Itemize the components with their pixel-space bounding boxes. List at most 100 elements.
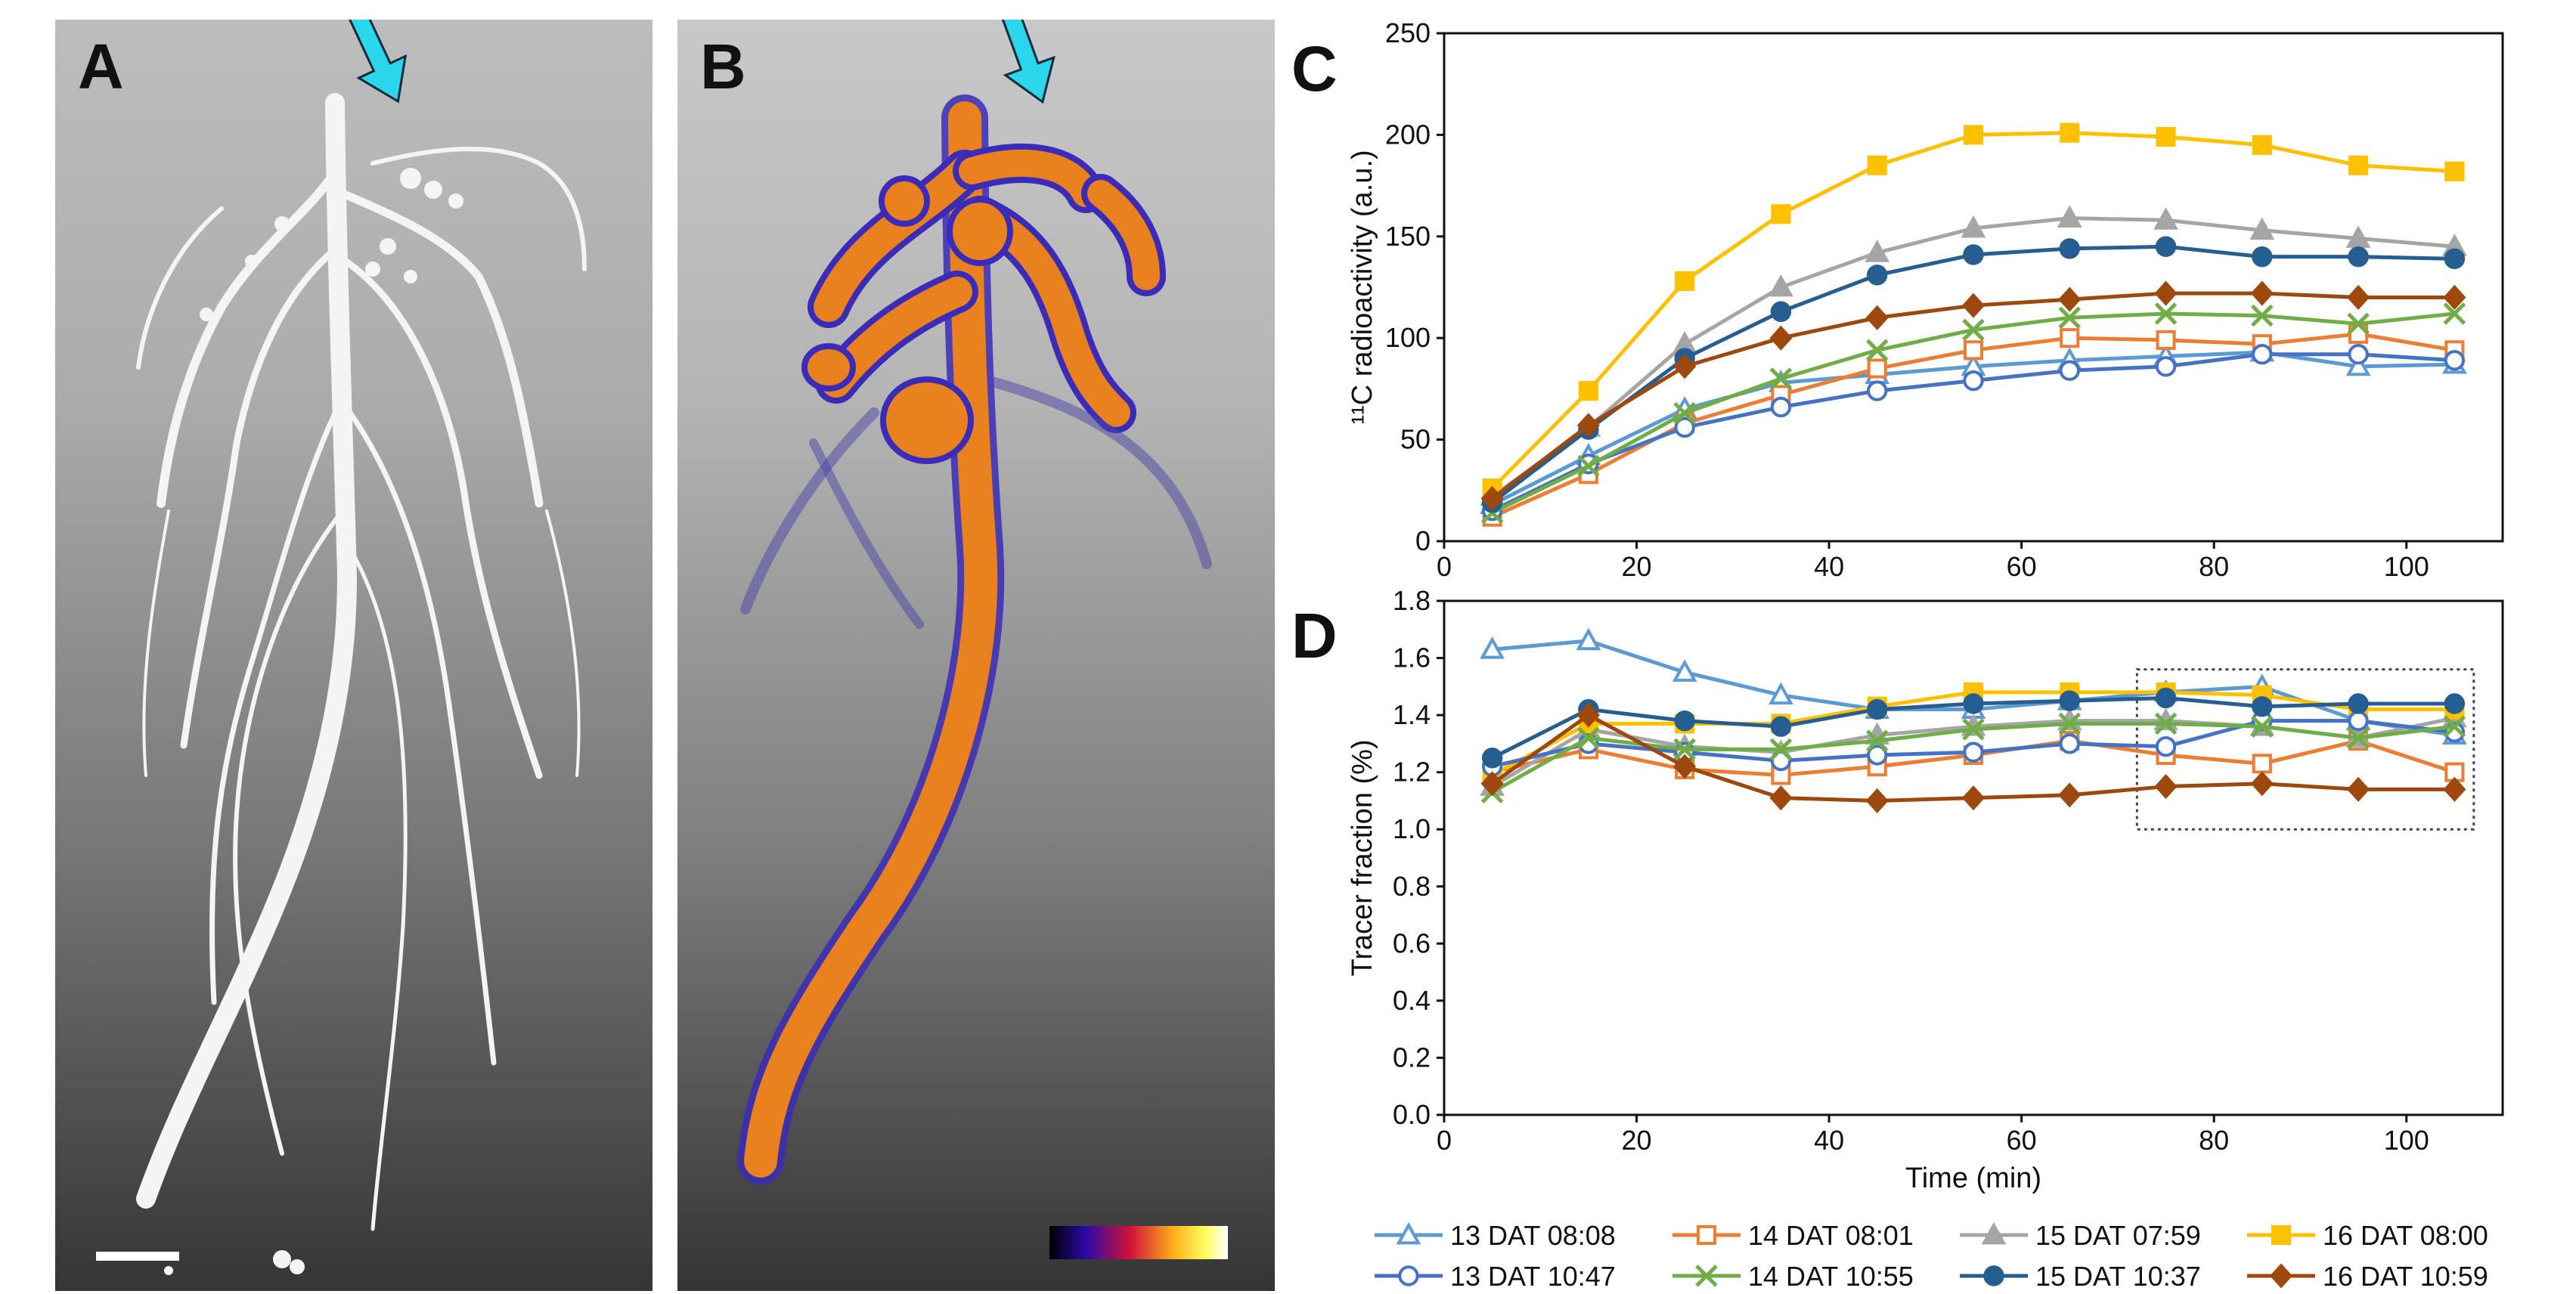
data-point — [2348, 693, 2369, 714]
legend-label: 13 DAT 08:08 — [1450, 1220, 1616, 1251]
x-tick-label: 100 — [2384, 1125, 2429, 1156]
data-point — [2250, 771, 2274, 797]
data-point — [1769, 367, 1793, 390]
data-point — [1769, 738, 1793, 761]
legend-marker — [1983, 1265, 2004, 1286]
legend-marker — [1695, 1265, 1718, 1287]
data-point — [1770, 716, 1792, 737]
panel-a-image: A — [55, 20, 653, 1291]
legend-entry: 16 DAT 10:59 — [2247, 1261, 2488, 1292]
data-point — [1672, 659, 1697, 682]
color-scale-bar — [1049, 1226, 1228, 1259]
x-tick-label: 20 — [1622, 551, 1652, 582]
legend-label: 14 DAT 10:55 — [1748, 1261, 1914, 1292]
data-point — [1865, 729, 1889, 752]
scale-bar — [96, 1252, 179, 1261]
data-point — [1768, 682, 1793, 705]
legend-entry: 14 DAT 10:55 — [1672, 1261, 1914, 1292]
arrow-icon — [346, 20, 408, 104]
data-point — [2348, 710, 2369, 732]
data-point — [2347, 284, 2370, 310]
y-axis-label: ¹¹C radioactivity (a.u.) — [1347, 150, 1378, 424]
x-axis-label: Time (min) — [1905, 1162, 2041, 1194]
x-tick-label: 60 — [2007, 551, 2037, 582]
series-13-dat-10-47 — [1481, 344, 2466, 522]
data-point — [1962, 718, 1985, 741]
data-point — [1963, 244, 1984, 265]
series-16-dat-10-59 — [1480, 280, 2466, 512]
data-point — [2348, 246, 2369, 268]
data-point — [2153, 207, 2178, 230]
legend-entry: 13 DAT 08:08 — [1375, 1220, 1616, 1251]
series-14-dat-10-55 — [1480, 712, 2466, 803]
panel-d-label: D — [1291, 600, 1338, 671]
data-point — [2345, 225, 2371, 248]
data-point — [1673, 401, 1696, 425]
data-point — [1771, 204, 1791, 224]
data-point — [2155, 735, 2177, 757]
data-point — [1961, 785, 1985, 811]
data-point — [2154, 774, 2178, 800]
data-point — [2252, 754, 2272, 774]
data-point — [2154, 302, 2178, 325]
data-point — [2347, 312, 2370, 336]
data-point — [2155, 687, 2177, 709]
data-point — [1673, 738, 1696, 761]
data-point — [1480, 771, 1504, 797]
data-point — [1865, 788, 1889, 813]
data-point — [1867, 155, 1887, 175]
data-point — [2250, 280, 2274, 306]
plot-frame — [1443, 32, 2504, 543]
data-point — [2348, 155, 2369, 175]
data-point — [1962, 318, 1985, 342]
data-point — [1481, 748, 1503, 769]
data-point — [1867, 745, 1888, 766]
data-point — [1867, 358, 1887, 379]
data-point — [2444, 693, 2466, 714]
x-tick-label: 0 — [1437, 551, 1452, 582]
data-point — [2059, 360, 2080, 381]
data-point — [2444, 161, 2465, 181]
data-point — [2347, 726, 2370, 750]
data-point — [2155, 356, 2177, 377]
y-tick-label: 250 — [1385, 17, 1431, 48]
y-tick-label: 0.2 — [1393, 1042, 1431, 1073]
data-point — [2060, 328, 2080, 348]
series-13-dat-08-08 — [1480, 339, 2467, 515]
data-point — [2154, 280, 2178, 306]
legend-marker — [1398, 1265, 1419, 1286]
data-point — [2249, 217, 2275, 240]
legend-marker — [2271, 1224, 2292, 1246]
y-tick-label: 1.8 — [1393, 585, 1431, 616]
data-point — [1769, 325, 1793, 351]
legend-entry: 15 DAT 10:37 — [1960, 1261, 2201, 1292]
data-point — [2156, 127, 2176, 147]
x-tick-label: 0 — [1437, 1125, 1452, 1156]
legend-entry: 16 DAT 08:00 — [2247, 1220, 2488, 1251]
data-point — [1963, 340, 1984, 361]
data-point — [1576, 702, 1600, 728]
x-tick-label: 40 — [1814, 551, 1844, 582]
y-tick-label: 0.8 — [1393, 871, 1431, 902]
data-point — [2444, 350, 2466, 371]
data-point — [1770, 396, 1792, 418]
data-point — [2444, 248, 2466, 270]
data-point — [1963, 741, 1984, 763]
x-tick-label: 100 — [2384, 551, 2429, 582]
data-point — [2443, 284, 2466, 310]
panel-b-pet-drawing — [737, 20, 1228, 1259]
y-tick-label: 200 — [1385, 119, 1431, 150]
y-tick-label: 1.4 — [1393, 699, 1431, 730]
data-point — [2155, 236, 2177, 257]
series-16-dat-10-59 — [1480, 702, 2466, 813]
data-point — [2252, 696, 2273, 717]
y-tick-label: 0 — [1415, 525, 1431, 556]
y-tick-label: 1.0 — [1393, 813, 1431, 844]
data-point — [2348, 344, 2369, 365]
data-point — [2057, 205, 2082, 228]
data-point — [2156, 330, 2176, 350]
legend-label: 13 DAT 10:47 — [1450, 1261, 1616, 1292]
legend-marker — [1981, 1221, 2007, 1245]
data-point — [1578, 381, 1598, 401]
